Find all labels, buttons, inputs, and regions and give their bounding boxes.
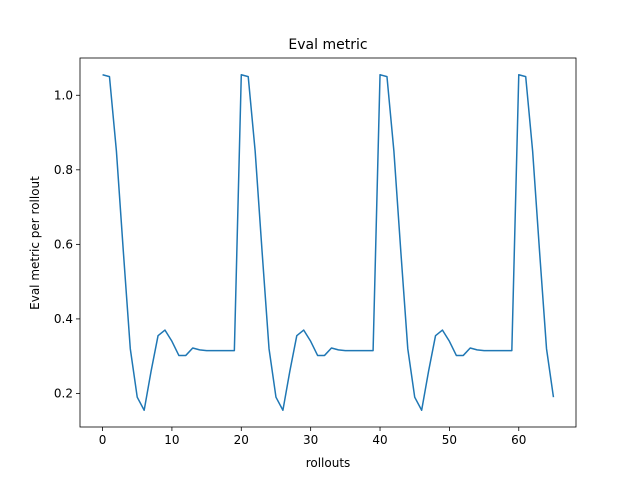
series-line	[102, 74, 555, 411]
x-tick-label: 50	[442, 433, 457, 447]
series-group	[102, 74, 555, 411]
x-axis-label: rollouts	[306, 456, 351, 470]
y-tick-label: 0.6	[54, 237, 73, 251]
x-tick-label: 20	[234, 433, 249, 447]
x-tick-label: 40	[372, 433, 387, 447]
y-tick-label: 0.2	[54, 386, 73, 400]
y-tick-label: 0.4	[54, 312, 73, 326]
x-tick-label: 60	[511, 433, 526, 447]
y-tick-label: 1.0	[54, 88, 73, 102]
y-axis-label: Eval metric per rollout	[28, 176, 42, 310]
x-tick-label: 30	[303, 433, 318, 447]
x-tick-label: 0	[99, 433, 107, 447]
x-tick-label: 10	[164, 433, 179, 447]
y-tick-label: 0.8	[54, 163, 73, 177]
chart-title: Eval metric	[288, 37, 367, 53]
plot-frame	[79, 57, 577, 428]
axes: 0 10 20 30 40 50 60 0.2 0.4 0.6 0.8 1.0	[54, 57, 577, 447]
